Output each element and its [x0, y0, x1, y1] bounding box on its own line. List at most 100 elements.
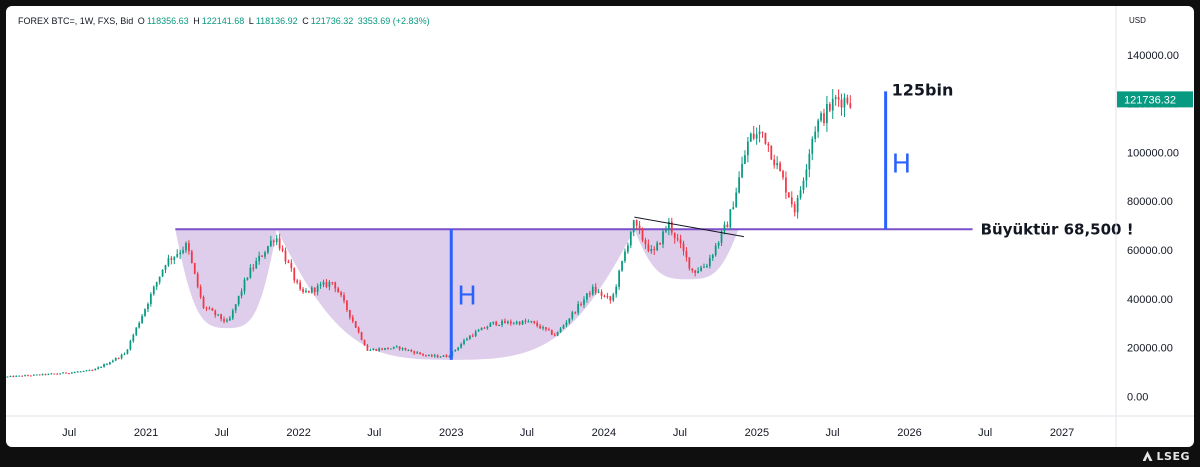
y-tick-label: 80000.00 [1127, 196, 1173, 208]
candle-body [114, 357, 117, 361]
candle-body [615, 286, 618, 295]
last-price-badge [1117, 91, 1193, 108]
candle-body [492, 321, 495, 324]
candle-body [644, 240, 647, 245]
candle-body [665, 229, 667, 232]
candle-body [425, 355, 427, 357]
candle-body [167, 258, 170, 266]
candle-body [512, 323, 515, 325]
candle-body [726, 224, 729, 228]
candle-body [281, 248, 284, 251]
candle-body [24, 375, 26, 377]
candle-body [670, 221, 673, 233]
candle-body [264, 252, 266, 257]
candle-body [243, 279, 246, 292]
target-measure-label: H [892, 149, 912, 179]
candle-body [688, 257, 691, 269]
candle-body [586, 293, 588, 300]
candle-body [384, 347, 386, 350]
candle-body [741, 163, 743, 178]
symbol-title[interactable]: FOREX BTC=, 1W, FXS, Bid [18, 16, 134, 26]
candle-body [439, 356, 442, 358]
candle-body [53, 373, 56, 375]
candle-body [834, 97, 837, 99]
candle-body [667, 221, 670, 230]
chart-canvas[interactable]: H H 125bin Büyüktür 68,500 ! USD 0.00 20000.0… [6, 6, 1194, 447]
y-tick-label: 100000.00 [1127, 147, 1179, 159]
cup-pattern-2 [276, 229, 635, 360]
candle-body [521, 320, 524, 325]
candle-body [287, 261, 290, 263]
candle-body [29, 375, 32, 377]
candle-body [211, 308, 214, 311]
depth-measure-label: H [457, 282, 477, 312]
candle-body [366, 345, 369, 351]
candle-body [682, 243, 685, 252]
candle-body [267, 246, 269, 253]
candle-body [556, 331, 559, 336]
candle-body [348, 309, 351, 318]
candle-body [85, 370, 88, 372]
currency-label: USD [1129, 16, 1146, 25]
candle-body [6, 376, 9, 378]
candle-body [132, 334, 135, 342]
candle-body [717, 242, 720, 246]
candle-body [375, 349, 378, 351]
candle-body [419, 352, 421, 354]
candle-body [580, 303, 582, 305]
candle-body [559, 328, 562, 332]
target-label: 125bin [892, 80, 954, 99]
candle-body [246, 277, 249, 280]
candle-body [269, 240, 272, 247]
candle-body [597, 291, 600, 293]
x-tick-label: 2026 [897, 427, 921, 439]
candle-body [88, 370, 91, 372]
y-tick-label: 0.00 [1127, 391, 1148, 403]
candle-body [612, 294, 615, 301]
candle-body [343, 295, 345, 301]
candle-body [208, 308, 211, 310]
candle-body [606, 296, 609, 298]
close-label: C [302, 16, 309, 26]
candle-body [846, 97, 849, 104]
x-tick-label: Jul [673, 427, 687, 439]
candle-body [518, 321, 521, 325]
candle-body [202, 296, 205, 308]
candle-body [849, 103, 852, 108]
candle-body [381, 348, 383, 350]
candle-body [9, 375, 12, 377]
candle-body [398, 346, 401, 350]
lseg-logo: LSEG [1142, 450, 1190, 463]
x-tick-label: 2027 [1050, 427, 1074, 439]
candle-body [837, 97, 840, 100]
candle-body [629, 232, 632, 246]
candle-body [220, 314, 222, 320]
candle-body [653, 248, 656, 251]
candle-body [571, 312, 574, 319]
candle-body [691, 268, 694, 271]
x-tick-label: Jul [826, 427, 840, 439]
candle-body [706, 266, 708, 268]
candle-body [826, 104, 828, 124]
candle-body [468, 335, 471, 339]
candle-body [62, 372, 64, 374]
candle-body [416, 352, 419, 354]
candle-body [489, 323, 492, 327]
candle-body [650, 248, 653, 252]
y-tick-label: 140000.00 [1127, 50, 1179, 62]
candle-body [296, 280, 299, 283]
x-tick-label: 2024 [592, 427, 616, 439]
candle-body [694, 270, 697, 273]
candle-body [656, 242, 659, 251]
candle-body [504, 320, 506, 324]
candle-body [103, 364, 105, 367]
candle-body [533, 321, 536, 323]
candle-body [840, 99, 843, 108]
candle-body [744, 155, 746, 164]
candle-body [527, 321, 530, 323]
candle-body [27, 375, 29, 377]
candle-body [185, 242, 187, 251]
candle-body [41, 373, 44, 375]
candle-body [310, 287, 313, 293]
candle-body [714, 245, 717, 256]
